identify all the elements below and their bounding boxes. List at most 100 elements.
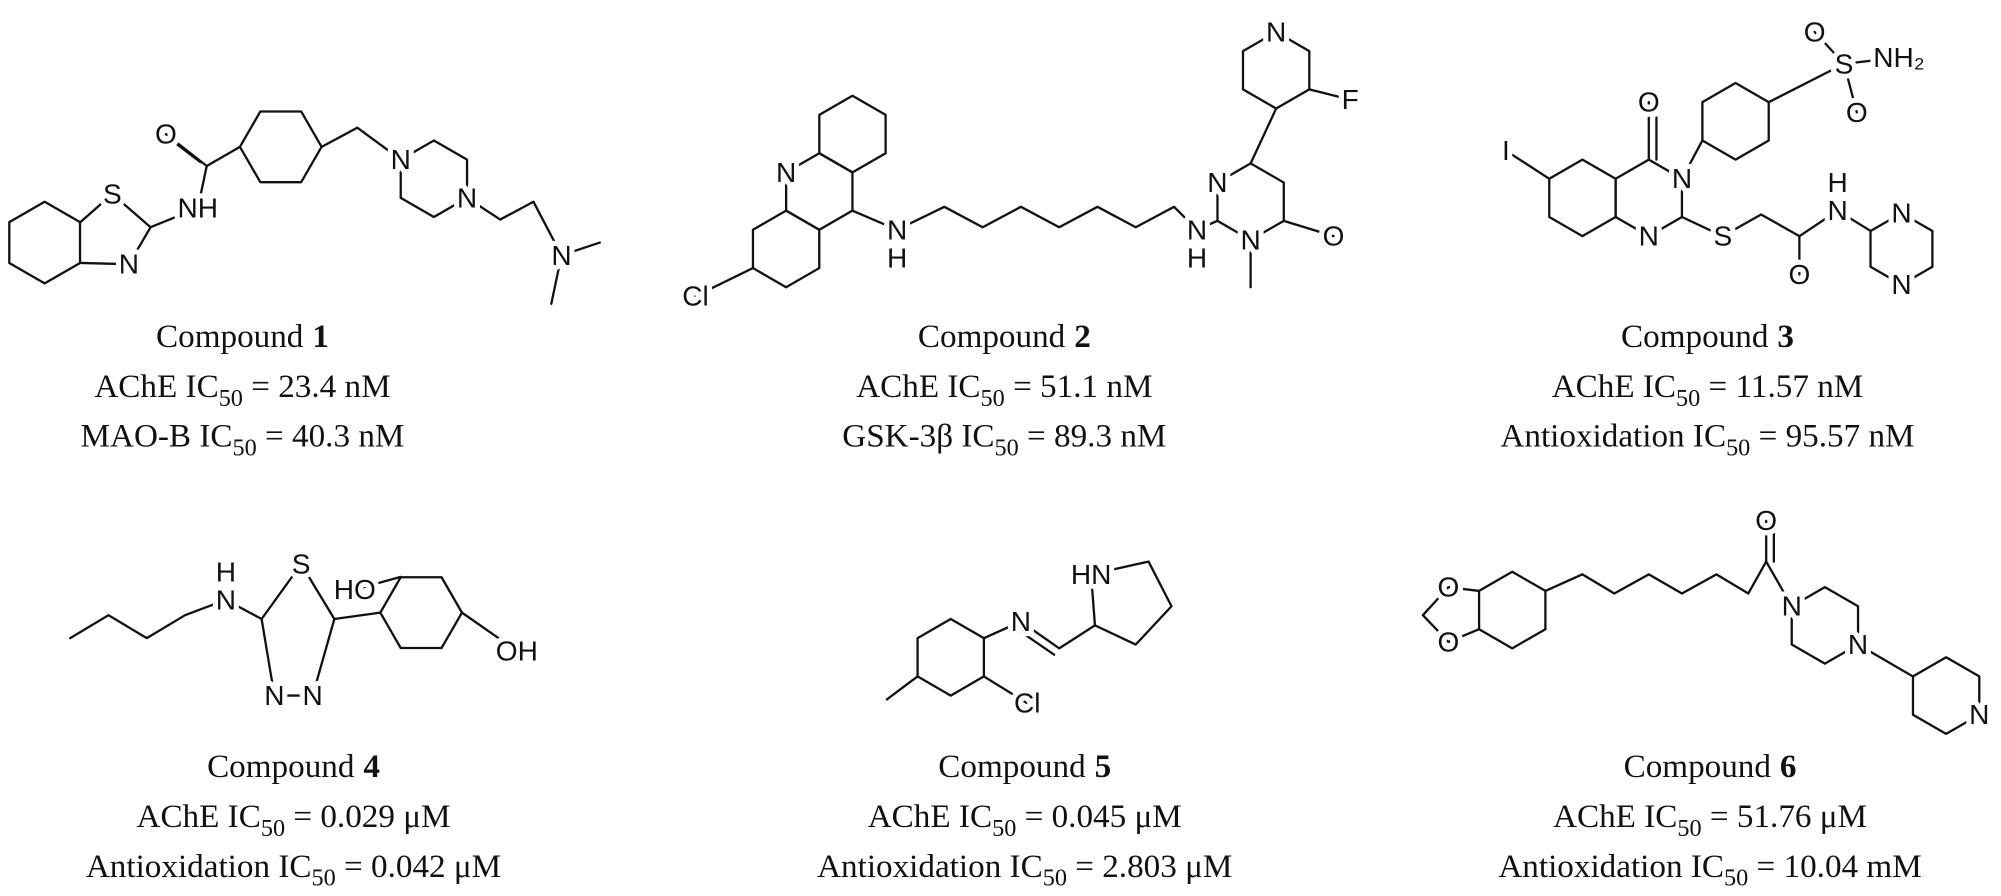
activity-value: = 10.04 mM	[1748, 848, 1921, 885]
bond	[320, 126, 402, 161]
atom-label: N	[1891, 198, 1911, 229]
compound-name: Compound 6	[1624, 748, 1797, 785]
bond	[1911, 656, 1981, 736]
bond	[1680, 139, 1704, 180]
compound-label: Compound	[1624, 748, 1772, 785]
atom-label: N	[776, 157, 796, 188]
atom-label: N	[391, 144, 411, 175]
atom-label: O	[1323, 221, 1345, 252]
bond	[172, 140, 202, 164]
activity-subscript: 50	[1677, 815, 1701, 842]
activity: AChE IC50 = 0.045 μM	[868, 798, 1182, 842]
activity: AChE IC50 = 11.57 nM	[1552, 368, 1864, 412]
compound-name: Compound 4	[207, 748, 380, 785]
bond	[1765, 560, 1793, 608]
activity-value: = 23.4 nM	[243, 368, 391, 405]
bond	[460, 611, 518, 653]
bond	[916, 617, 986, 697]
atom-label: N	[119, 249, 139, 280]
compound-label: Compound	[156, 318, 304, 355]
compound-number: 4	[363, 748, 380, 785]
compound-name: Compound 1	[156, 318, 329, 355]
activity-subscript: 50	[261, 815, 285, 842]
atom-label: O	[1755, 505, 1777, 536]
activity: Antioxidation IC50 = 0.042 μM	[86, 848, 501, 892]
bond	[818, 94, 887, 174]
activity-name: Antioxidation IC	[86, 848, 312, 885]
atom-label: NH	[178, 193, 219, 224]
activity: MAO-B IC50 = 40.3 nM	[81, 418, 405, 462]
activity: Antioxidation IC50 = 2.803 μM	[817, 848, 1232, 892]
bond	[885, 675, 919, 701]
bond	[982, 620, 1097, 650]
activity-subscript: 50	[995, 435, 1019, 462]
atom-label: N	[1266, 16, 1286, 47]
atom-label: O	[1438, 572, 1460, 603]
bond	[1790, 585, 1860, 665]
activity-name: MAO-B IC	[81, 418, 233, 455]
bond	[1241, 30, 1311, 110]
atom-label: O	[1804, 16, 1826, 47]
compound-name: Compound 2	[918, 318, 1091, 355]
atom-label: O	[1638, 87, 1660, 118]
atom-label: H	[1828, 167, 1848, 198]
atom-label: S	[292, 549, 311, 580]
bond	[1477, 570, 1547, 650]
compound-number: 3	[1777, 318, 1794, 355]
activity: Antioxidation IC50 = 95.57 nM	[1500, 418, 1914, 462]
atom-label: N	[887, 214, 907, 245]
atom-label: S	[1713, 221, 1732, 252]
activity-value: = 40.3 nM	[257, 418, 405, 455]
atom-label: N	[551, 240, 571, 271]
activity-name: AChE IC	[868, 798, 992, 835]
atom-label: HN	[1071, 559, 1112, 590]
bond	[1856, 643, 1915, 678]
bond	[465, 196, 563, 257]
activity-name: AChE IC	[1552, 368, 1676, 405]
activity-value: = 51.1 nM	[1005, 368, 1153, 405]
compound-label: Compound	[918, 318, 1066, 355]
atom-label: H	[216, 556, 236, 587]
compound-label: Compound	[938, 748, 1086, 785]
bond	[8, 200, 82, 285]
bond	[1680, 213, 1801, 276]
atom-label: OH	[496, 635, 538, 666]
activity-subscript: 50	[1724, 865, 1748, 892]
activity-subscript: 50	[233, 435, 257, 462]
bond	[69, 598, 263, 640]
activity-value: = 2.803 μM	[1067, 848, 1232, 885]
activity-value: = 95.57 nM	[1750, 418, 1914, 455]
activity-name: AChE IC	[94, 368, 218, 405]
activity: AChE IC50 = 51.76 μM	[1553, 798, 1867, 842]
bond	[1089, 560, 1173, 646]
compound-number: 6	[1780, 748, 1797, 785]
compound-name: Compound 3	[1621, 318, 1794, 355]
activity-subscript: 50	[1726, 435, 1750, 462]
atom-label: S	[103, 179, 122, 210]
atom-label: N	[216, 584, 236, 615]
activity: AChE IC50 = 23.4 nM	[94, 368, 390, 412]
bond	[1282, 219, 1335, 238]
bond	[1548, 158, 1617, 238]
atom-label: O	[1846, 97, 1868, 128]
bond	[379, 576, 464, 650]
compound-number: 2	[1074, 318, 1091, 355]
activity-value: = 0.029 μM	[285, 798, 450, 835]
bond	[1813, 30, 1846, 66]
bond	[205, 145, 242, 168]
bond	[1798, 209, 1872, 238]
bond	[333, 611, 382, 621]
activity: Antioxidation IC50 = 10.04 mM	[1498, 848, 1921, 892]
atom-label: HO	[334, 574, 376, 605]
atom-label: NH₂	[1873, 42, 1924, 73]
activity-value: = 89.3 nM	[1019, 418, 1167, 455]
bond	[982, 675, 1029, 705]
